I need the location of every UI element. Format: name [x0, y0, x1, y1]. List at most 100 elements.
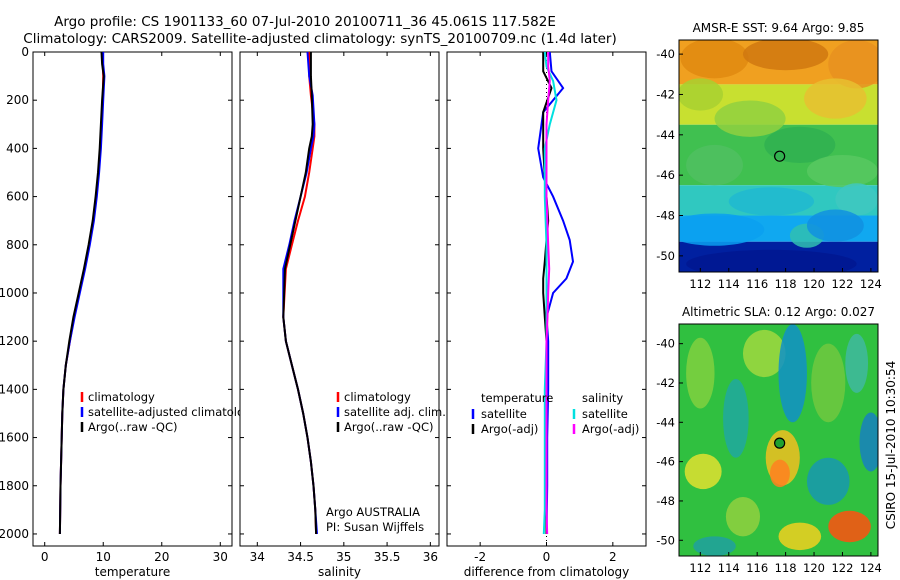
- salinity-annotation-line2: PI: Susan Wijffels: [326, 520, 424, 534]
- sla-title: Altimetric SLA: 0.12 Argo: 0.027: [682, 305, 875, 319]
- sla-ytick-label: -50: [656, 533, 675, 547]
- temperature-xlabel: temperature: [95, 565, 170, 579]
- sst-texture-blob: [714, 100, 786, 137]
- sla-texture-blob: [723, 379, 749, 458]
- sla-texture-blob: [845, 333, 869, 393]
- sst-texture-blob: [686, 144, 743, 186]
- salinity-legend-label: satellite adj. clim.: [344, 405, 446, 419]
- sla-ytick-label: -46: [656, 455, 675, 469]
- sst-texture-blob: [806, 154, 878, 188]
- sla-ytick-label: -40: [656, 337, 675, 351]
- sst-argo-position-marker: [774, 150, 786, 162]
- sla-argo-position-marker: [774, 437, 786, 449]
- difference-series-temperature-satellite: [537, 51, 575, 535]
- salinity-legend-label: Argo(..raw -QC): [344, 420, 434, 434]
- difference-xtick-label: -2: [474, 550, 486, 564]
- sla-texture-blob: [686, 337, 715, 409]
- difference-legend-header-salinity: salinity: [582, 391, 623, 405]
- sla-texture-blob: [742, 329, 786, 378]
- sst-xtick-label: 122: [831, 277, 853, 291]
- sla-xtick-label: 116: [746, 561, 768, 575]
- sst-xtick-label: 124: [860, 277, 882, 291]
- salinity-xtick-label: 36: [423, 550, 438, 564]
- sla-texture-blob: [684, 453, 722, 490]
- sst-xtick-label: 118: [775, 277, 797, 291]
- sla-texture-blob: [769, 459, 790, 488]
- salinity-xtick-label: 34.5: [287, 550, 314, 564]
- temperature-series-argo-raw-qc: [58, 51, 105, 535]
- temperature-ytick-label: 1400: [0, 382, 29, 396]
- sla-map-panel: Altimetric SLA: 0.12 Argo: 0.027 112 114 11…: [656, 305, 882, 575]
- csiro-timestamp-label: CSIRO 15-Jul-2010 10:30:54: [884, 361, 898, 529]
- sla-xtick-label: 122: [831, 561, 853, 575]
- sla-texture-blob: [725, 497, 761, 537]
- temperature-legend-label: climatology: [88, 390, 155, 404]
- temperature-xtick-label: 20: [154, 550, 169, 564]
- difference-legend-label: Argo(-adj): [481, 422, 538, 436]
- temperature-legend-label: Argo(..raw -QC): [88, 420, 178, 434]
- difference-legend-header-temperature: temperature: [481, 391, 553, 405]
- sst-texture-blob: [679, 213, 765, 246]
- temperature-ytick-label: 1800: [0, 479, 29, 493]
- sst-texture-blob: [835, 183, 878, 216]
- salinity-axes-frame: [239, 51, 440, 547]
- sla-ytick-label: -48: [656, 494, 675, 508]
- temperature-ytick-label: 1600: [0, 431, 29, 445]
- sla-ytick-label: -42: [656, 376, 675, 390]
- sla-texture-blob: [778, 522, 822, 551]
- salinity-annotation-line1: Argo AUSTRALIA: [326, 505, 420, 519]
- temperature-xtick-label: 0: [41, 550, 49, 564]
- sst-texture-blob: [806, 209, 864, 242]
- sla-xtick-label: 112: [689, 561, 711, 575]
- sst-texture-blob: [686, 249, 857, 272]
- sst-xtick-label: 120: [803, 277, 825, 291]
- salinity-xtick-label: 34: [250, 550, 265, 564]
- temperature-ytick-label: 1200: [0, 334, 29, 348]
- sst-ytick-label: -42: [656, 87, 675, 101]
- temperature-legend-label: satellite-adjusted climatology: [88, 405, 258, 419]
- sst-xtick-label: 112: [689, 277, 711, 291]
- sst-ytick-label: -40: [656, 47, 675, 61]
- sst-ytick-label: -44: [656, 128, 675, 142]
- sla-xtick-label: 120: [803, 561, 825, 575]
- sst-title: AMSR-E SST: 9.64 Argo: 9.85: [693, 21, 865, 35]
- figure-title-line2: Climatology: CARS2009. Satellite-adjuste…: [23, 31, 616, 47]
- temperature-ytick-label: 0: [21, 45, 29, 59]
- sla-texture-blob: [806, 457, 850, 505]
- sst-texture-blob: [828, 40, 878, 89]
- sla-axes-frame: [678, 323, 879, 557]
- difference-series-salinity-satellite: [542, 51, 558, 535]
- temperature-ytick-label: 200: [6, 93, 29, 107]
- sst-xtick-label: 114: [718, 277, 740, 291]
- difference-xtick-label: 2: [609, 550, 617, 564]
- sla-texture-blob: [828, 510, 871, 543]
- temperature-ytick-label: 600: [6, 190, 29, 204]
- salinity-series-argo-raw-qc: [282, 52, 318, 535]
- sst-map-panel: AMSR-E SST: 9.64 Argo: 9.85 112 114 116 118 1…: [656, 21, 882, 291]
- salinity-panel: 34 34.5 35 35.5 36 salinity climatologysatelli…: [239, 51, 446, 579]
- sst-ytick-label: -46: [656, 168, 675, 182]
- sst-ytick-label: -50: [656, 249, 675, 263]
- temperature-panel: 0 10 20 30 0 200 400 600 800 1000 1200 1400 1600 1800…: [0, 45, 258, 579]
- difference-series-salinity-argo-adj: [545, 52, 551, 535]
- difference-xlabel: difference from climatology: [464, 565, 630, 579]
- sst-xtick-label: 116: [746, 277, 768, 291]
- sla-texture-blob: [693, 536, 736, 556]
- temperature-xtick-label: 30: [213, 550, 228, 564]
- sla-texture-blob: [778, 324, 807, 423]
- difference-xtick-label: 0: [543, 550, 551, 564]
- difference-legend-label: satellite: [481, 407, 527, 421]
- difference-legend-label: Argo(-adj): [582, 422, 639, 436]
- temperature-ytick-label: 2000: [0, 527, 29, 541]
- salinity-xtick-label: 35.5: [374, 550, 401, 564]
- figure-title-line1: Argo profile: CS 1901133_60 07-Jul-2010 …: [54, 14, 556, 30]
- temperature-ytick-label: 400: [6, 141, 29, 155]
- temperature-xtick-label: 10: [96, 550, 111, 564]
- sla-texture-blob: [859, 412, 878, 472]
- sla-xtick-label: 114: [718, 561, 740, 575]
- temperature-axes-frame: [32, 51, 233, 547]
- salinity-xtick-label: 35: [336, 550, 351, 564]
- sst-texture-blob: [728, 187, 815, 216]
